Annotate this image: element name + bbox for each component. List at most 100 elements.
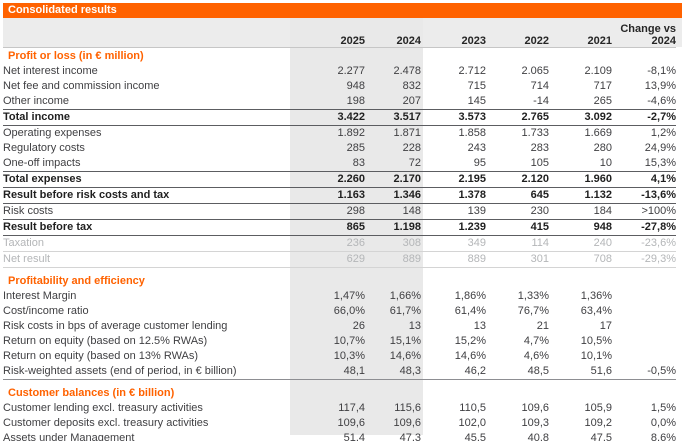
section-title: Customer balances (in € billion)	[8, 387, 175, 399]
value-cell: 48,3	[365, 364, 421, 380]
table-row: Assets under Management 51,4 47,3 45,5 40,8 4…	[3, 431, 676, 441]
value-cell: 95	[473, 157, 486, 169]
value-cell: 243	[467, 142, 486, 154]
value-cell: 8,6%	[612, 431, 676, 441]
value-cell: 51,4	[288, 431, 365, 441]
value-cell: 1.132	[549, 187, 612, 204]
value-cell: 26	[352, 320, 365, 332]
value-cell: 14,6%	[389, 350, 421, 362]
value-cell: 13,9%	[644, 80, 676, 92]
value-cell: 63,4%	[580, 305, 612, 317]
value-cell: 117,4	[338, 402, 365, 414]
value-cell: 184	[593, 205, 612, 217]
value-cell: 15,3%	[644, 157, 676, 169]
row-label: Regulatory costs	[3, 142, 85, 154]
row-label: Operating expenses	[3, 127, 102, 139]
table-row: One-off impacts 83 72 95 105 10 15,3%	[3, 156, 676, 172]
value-cell: 4,7%	[523, 335, 549, 347]
value-cell: 1,33%	[517, 290, 549, 302]
value-cell: 1.346	[365, 187, 421, 204]
table-row: Interest Margin 1,47% 1,66% 1,86% 1,33% 1,36%	[3, 289, 676, 304]
value-cell: 236	[288, 235, 365, 252]
value-cell: -14	[533, 95, 549, 107]
table-row: Risk costs in bps of average customer le…	[3, 319, 676, 334]
value-cell: 4,6%	[523, 350, 549, 362]
title-bar: Consolidated results	[3, 3, 682, 18]
row-label: Customer lending excl. treasury activiti…	[3, 402, 203, 414]
value-cell	[612, 349, 676, 364]
value-cell: 4,1%	[612, 171, 676, 188]
value-cell: -0,5%	[612, 364, 676, 380]
value-cell: 298	[346, 205, 365, 217]
value-cell: 715	[467, 80, 486, 92]
value-cell	[612, 289, 676, 304]
value-cell: 145	[467, 95, 486, 107]
value-cell: 1.892	[337, 127, 365, 139]
value-cell: 47,5	[549, 431, 612, 441]
value-cell: 10	[599, 157, 612, 169]
value-cell: 865	[288, 219, 365, 236]
value-cell: 1.669	[584, 127, 612, 139]
value-cell: 889	[365, 251, 421, 268]
row-label: Risk costs in bps of average customer le…	[3, 320, 228, 332]
value-cell: 14,6%	[454, 350, 486, 362]
value-cell: 2.260	[288, 171, 365, 188]
value-cell: 349	[421, 235, 486, 252]
table-row: Regulatory costs 285 228 243 283 280 24,9%	[3, 141, 676, 156]
value-cell: 708	[549, 251, 612, 268]
value-cell: 230	[530, 205, 549, 217]
value-cell: 109,6	[393, 417, 421, 429]
value-cell: 1,47%	[333, 290, 365, 302]
value-cell: 948	[346, 80, 365, 92]
value-cell: 47,3	[365, 431, 421, 441]
value-cell: 207	[402, 95, 421, 107]
value-cell	[612, 334, 676, 349]
row-label: Net fee and commission income	[3, 80, 160, 92]
column-header-change-vs-2024: Change vs 2024	[612, 18, 676, 48]
value-cell: 105,9	[584, 402, 612, 414]
table-row: Cost/income ratio 66,0% 61,7% 61,4% 76,7% 63,…	[3, 304, 676, 319]
value-cell: 832	[402, 80, 421, 92]
value-cell: 2.109	[584, 65, 612, 77]
value-cell: 228	[402, 142, 421, 154]
column-header-2024: 2024	[365, 18, 421, 48]
value-cell: 301	[486, 251, 549, 268]
results-table: 2025 2024 2023 2022 2021 Change vs 2024 Profi…	[3, 18, 676, 441]
row-label: Other income	[3, 95, 70, 107]
value-cell: 61,4%	[454, 305, 486, 317]
column-header-row: 2025 2024 2023 2022 2021 Change vs 2024	[3, 18, 676, 48]
row-label: Return on equity (based on 13% RWAs)	[3, 350, 199, 362]
table-row: Risk-weighted assets (end of period, in …	[3, 364, 676, 380]
value-cell: 48,1	[288, 364, 365, 380]
table-row: Total income 3.422 3.517 3.573 2.765 3.092 -2,…	[3, 109, 676, 126]
value-cell: 148	[402, 205, 421, 217]
value-cell: 72	[408, 157, 421, 169]
row-label: Cost/income ratio	[3, 305, 89, 317]
value-cell	[612, 319, 676, 334]
table-row: Operating expenses 1.892 1.871 1.858 1.733 1.…	[3, 126, 676, 142]
value-cell: 285	[346, 142, 365, 154]
value-cell: 109,6	[337, 417, 365, 429]
value-cell: 10,3%	[333, 350, 365, 362]
value-cell: 40,8	[486, 431, 549, 441]
value-cell: 1,5%	[650, 402, 676, 414]
value-cell: 115,6	[394, 402, 421, 414]
row-label: Taxation	[3, 235, 288, 252]
value-cell: 13	[408, 320, 421, 332]
row-label: One-off impacts	[3, 157, 81, 169]
value-cell: -2,7%	[612, 109, 676, 126]
column-header-2021: 2021	[549, 18, 612, 48]
value-cell: 0,0%	[650, 417, 676, 429]
value-cell: 280	[593, 142, 612, 154]
section-header-row: Profit or loss (in € million)	[3, 48, 676, 65]
section-title: Profitability and efficiency	[8, 275, 145, 287]
table-row: Result before risk costs and tax 1.163 1.3…	[3, 187, 676, 204]
value-cell: 2.478	[393, 65, 421, 77]
value-cell: 105	[530, 157, 549, 169]
row-label: Return on equity (based on 12.5% RWAs)	[3, 335, 208, 347]
value-cell: 110,5	[459, 402, 486, 414]
row-label: Result before tax	[3, 219, 288, 236]
section-header-row: Customer balances (in € billion)	[3, 385, 676, 401]
value-cell: 1.378	[421, 187, 486, 204]
